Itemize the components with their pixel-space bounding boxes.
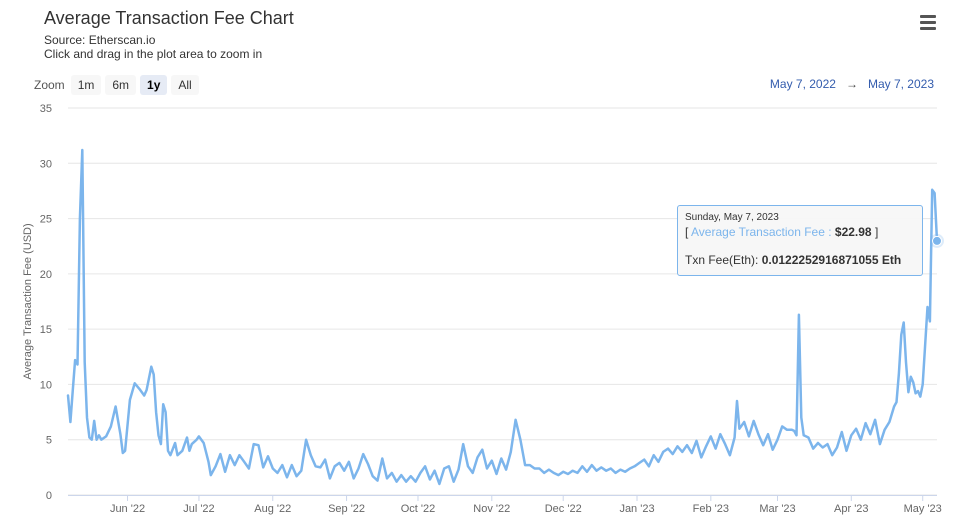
x-tick-label: Aug '22 — [254, 503, 291, 515]
series-line-average-transaction-fee — [66, 148, 939, 486]
x-tick-label: Apr '23 — [834, 503, 869, 515]
x-tick-label: Sep '22 — [328, 503, 365, 515]
x-tick-label: Oct '22 — [401, 503, 436, 515]
x-tick-label: Jul '22 — [183, 503, 214, 515]
zoom-label: Zoom — [34, 78, 65, 92]
zoom-6m-button[interactable]: 6m — [105, 75, 137, 95]
zoom-controls: Zoom 1m 6m 1y All — [34, 75, 199, 95]
y-axis-title: Average Transaction Fee (USD) — [22, 223, 34, 379]
chart-title: Average Transaction Fee Chart — [44, 8, 294, 28]
menu-bar — [920, 27, 936, 30]
zoom-1m-button[interactable]: 1m — [70, 75, 102, 95]
x-tick-label: Jun '22 — [110, 503, 145, 515]
tooltip-bracket-open: [ — [685, 225, 689, 239]
x-tick-label: Mar '23 — [759, 503, 795, 515]
x-tick-label: Nov '22 — [473, 503, 510, 515]
y-tick-label: 5 — [46, 435, 52, 447]
x-tick-label: Dec '22 — [545, 503, 582, 515]
hover-point-marker — [932, 235, 942, 246]
tooltip-series-row: [ Average Transaction Fee : $22.98 ] — [685, 225, 915, 239]
range-arrow-icon: → — [845, 77, 858, 91]
x-tick-label: Jan '23 — [619, 503, 654, 515]
chart-hint: Click and drag in the plot area to zoom … — [44, 47, 263, 61]
y-tick-label: 20 — [40, 269, 52, 281]
y-tick-label: 10 — [40, 379, 52, 391]
tooltip-eth-label: Txn Fee(Eth): — [685, 253, 759, 267]
zoom-all-button[interactable]: All — [171, 75, 199, 95]
tooltip-eth-value: 0.0122252916871055 Eth — [761, 253, 902, 267]
tooltip-series-label: Average Transaction Fee : — [691, 225, 832, 239]
y-tick-label: 35 — [40, 103, 52, 115]
range-to-input[interactable]: May 7, 2023 — [867, 77, 934, 91]
tooltip-bracket-close: ] — [874, 225, 879, 239]
zoom-1y-button[interactable]: 1y — [140, 75, 168, 95]
y-tick-label: 15 — [40, 324, 52, 336]
hamburger-menu-icon[interactable] — [916, 12, 940, 32]
menu-bar — [920, 21, 936, 24]
y-tick-label: 25 — [40, 214, 52, 226]
tooltip-value: $22.98 — [834, 225, 872, 239]
tooltip-date: Sunday, May 7, 2023 — [685, 212, 779, 223]
tooltip-eth-row: Txn Fee(Eth): 0.0122252916871055 Eth — [685, 253, 915, 267]
x-tick-label: May '23 — [904, 503, 942, 515]
chart-tooltip: Sunday, May 7, 2023 [ Average Transactio… — [677, 205, 923, 276]
range-from-input[interactable]: May 7, 2022 — [769, 77, 836, 91]
date-range: May 7, 2022 → May 7, 2023 — [770, 77, 934, 91]
x-tick-label: Feb '23 — [693, 503, 729, 515]
menu-bar — [920, 15, 936, 18]
y-tick-label: 0 — [46, 490, 52, 502]
chart-source: Source: Etherscan.io — [44, 33, 156, 47]
y-tick-label: 30 — [40, 158, 52, 170]
